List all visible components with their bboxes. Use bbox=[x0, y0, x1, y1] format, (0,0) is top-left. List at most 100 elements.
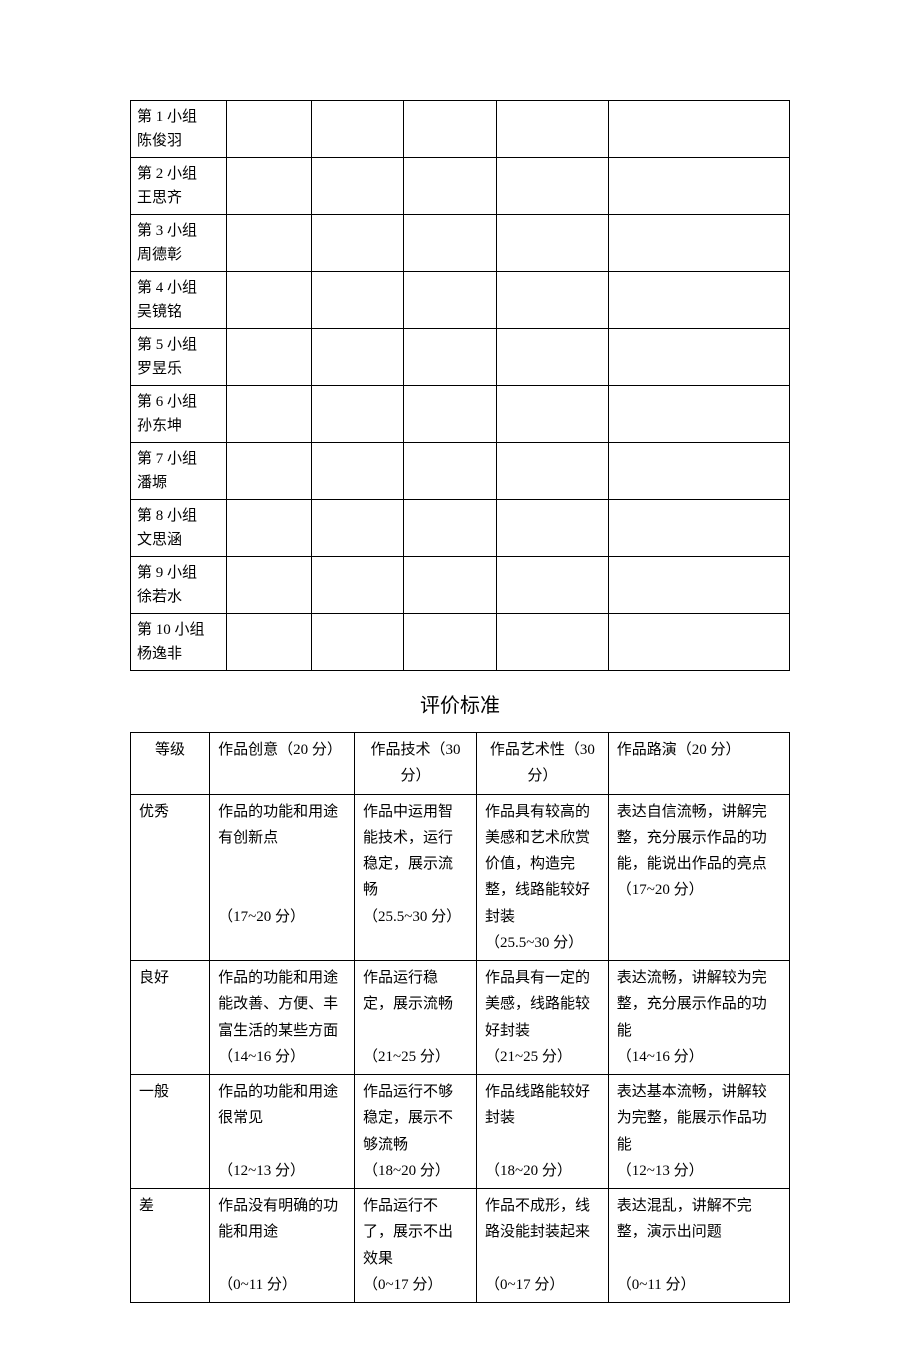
criteria-creativity: 作品的功能和用途很常见 （12~13 分） bbox=[210, 1075, 355, 1189]
score-cell bbox=[608, 329, 789, 386]
group-name-cell: 第 2 小组王思齐 bbox=[131, 158, 227, 215]
group-leader: 吴镜铭 bbox=[137, 300, 220, 324]
header-level: 等级 bbox=[131, 733, 210, 795]
score-cell bbox=[608, 500, 789, 557]
score-cell bbox=[226, 272, 312, 329]
group-number: 第 2 小组 bbox=[137, 162, 220, 186]
criteria-row: 差作品没有明确的功能和用途 （0~11 分）作品运行不了，展示不出效果（0~17… bbox=[131, 1189, 790, 1303]
criteria-tech: 作品运行不够稳定，展示不够流畅（18~20 分） bbox=[355, 1075, 477, 1189]
criteria-row: 一般作品的功能和用途很常见 （12~13 分）作品运行不够稳定，展示不够流畅（1… bbox=[131, 1075, 790, 1189]
score-cell bbox=[312, 329, 404, 386]
score-cell bbox=[404, 101, 496, 158]
criteria-presentation: 表达混乱，讲解不完整，演示出问题 （0~11 分） bbox=[608, 1189, 789, 1303]
table-row: 第 3 小组周德彰 bbox=[131, 215, 790, 272]
header-art: 作品艺术性（30分） bbox=[476, 733, 608, 795]
criteria-presentation-score: （17~20 分） bbox=[617, 877, 781, 903]
group-leader: 罗昱乐 bbox=[137, 357, 220, 381]
criteria-presentation-desc: 表达自信流畅，讲解完整，充分展示作品的功能，能说出作品的亮点 bbox=[617, 799, 781, 878]
criteria-tech-score: （18~20 分） bbox=[363, 1158, 468, 1184]
score-cell bbox=[226, 614, 312, 671]
group-leader: 潘塬 bbox=[137, 471, 220, 495]
score-cell bbox=[312, 386, 404, 443]
score-cell bbox=[226, 500, 312, 557]
criteria-presentation-score: （0~11 分） bbox=[617, 1272, 781, 1298]
criteria-level: 良好 bbox=[131, 961, 210, 1075]
criteria-presentation-desc: 表达基本流畅，讲解较为完整，能展示作品功能 bbox=[617, 1079, 781, 1158]
criteria-creativity-score: （12~13 分） bbox=[218, 1158, 346, 1184]
group-leader: 王思齐 bbox=[137, 186, 220, 210]
score-cell bbox=[496, 557, 608, 614]
criteria-presentation-desc: 表达流畅，讲解较为完整，充分展示作品的功能 bbox=[617, 965, 781, 1044]
group-name-cell: 第 9 小组徐若水 bbox=[131, 557, 227, 614]
criteria-tech: 作品运行不了，展示不出效果（0~17 分） bbox=[355, 1189, 477, 1303]
spacer bbox=[485, 1246, 600, 1272]
score-cell bbox=[226, 215, 312, 272]
group-number: 第 3 小组 bbox=[137, 219, 220, 243]
score-cell bbox=[312, 272, 404, 329]
criteria-creativity-desc: 作品的功能和用途很常见 bbox=[218, 1079, 346, 1132]
section-title: 评价标准 bbox=[130, 671, 790, 732]
score-cell bbox=[496, 215, 608, 272]
criteria-art-score: （0~17 分） bbox=[485, 1272, 600, 1298]
score-cell bbox=[496, 443, 608, 500]
criteria-creativity-score: （17~20 分） bbox=[218, 904, 346, 930]
criteria-tech-desc: 作品中运用智能技术，运行稳定，展示流畅 bbox=[363, 799, 468, 904]
group-name-cell: 第 4 小组吴镜铭 bbox=[131, 272, 227, 329]
table-row: 第 1 小组陈俊羽 bbox=[131, 101, 790, 158]
spacer bbox=[218, 877, 346, 903]
criteria-presentation: 表达基本流畅，讲解较为完整，能展示作品功能（12~13 分） bbox=[608, 1075, 789, 1189]
score-cell bbox=[496, 386, 608, 443]
score-cell bbox=[226, 101, 312, 158]
score-cell bbox=[404, 614, 496, 671]
group-leader: 杨逸非 bbox=[137, 642, 220, 666]
criteria-row: 良好作品的功能和用途能改善、方便、丰富生活的某些方面（14~16 分）作品运行稳… bbox=[131, 961, 790, 1075]
criteria-art-score: （25.5~30 分） bbox=[485, 930, 600, 956]
group-name-cell: 第 7 小组潘塬 bbox=[131, 443, 227, 500]
criteria-presentation: 表达流畅，讲解较为完整，充分展示作品的功能（14~16 分） bbox=[608, 961, 789, 1075]
criteria-body: 优秀作品的功能和用途有创新点 （17~20 分）作品中运用智能技术，运行稳定，展… bbox=[131, 794, 790, 1303]
score-cell bbox=[312, 158, 404, 215]
criteria-tech: 作品运行稳定，展示流畅 （21~25 分） bbox=[355, 961, 477, 1075]
table-row: 第 7 小组潘塬 bbox=[131, 443, 790, 500]
groups-tbody: 第 1 小组陈俊羽第 2 小组王思齐第 3 小组周德彰第 4 小组吴镜铭第 5 … bbox=[131, 101, 790, 671]
group-number: 第 5 小组 bbox=[137, 333, 220, 357]
group-leader: 陈俊羽 bbox=[137, 129, 220, 153]
header-presentation: 作品路演（20 分） bbox=[608, 733, 789, 795]
score-cell bbox=[312, 500, 404, 557]
score-cell bbox=[404, 158, 496, 215]
group-name-cell: 第 5 小组罗昱乐 bbox=[131, 329, 227, 386]
score-cell bbox=[312, 443, 404, 500]
score-cell bbox=[496, 500, 608, 557]
score-cell bbox=[404, 329, 496, 386]
criteria-presentation-score: （12~13 分） bbox=[617, 1158, 781, 1184]
criteria-creativity: 作品的功能和用途能改善、方便、丰富生活的某些方面（14~16 分） bbox=[210, 961, 355, 1075]
criteria-art-desc: 作品具有较高的美感和艺术欣赏价值，构造完整，线路能较好封装 bbox=[485, 799, 600, 930]
criteria-art: 作品不成形，线路没能封装起来 （0~17 分） bbox=[476, 1189, 608, 1303]
criteria-tech-desc: 作品运行不了，展示不出效果 bbox=[363, 1193, 468, 1272]
score-cell bbox=[496, 158, 608, 215]
criteria-creativity-score: （14~16 分） bbox=[218, 1044, 346, 1070]
group-number: 第 6 小组 bbox=[137, 390, 220, 414]
criteria-tech-score: （25.5~30 分） bbox=[363, 904, 468, 930]
group-leader: 徐若水 bbox=[137, 585, 220, 609]
group-leader: 孙东坤 bbox=[137, 414, 220, 438]
criteria-row: 优秀作品的功能和用途有创新点 （17~20 分）作品中运用智能技术，运行稳定，展… bbox=[131, 794, 790, 961]
score-cell bbox=[496, 101, 608, 158]
criteria-art: 作品具有一定的美感，线路能较好封装（21~25 分） bbox=[476, 961, 608, 1075]
group-number: 第 10 小组 bbox=[137, 618, 220, 642]
spacer bbox=[363, 1018, 468, 1044]
score-cell bbox=[404, 443, 496, 500]
spacer bbox=[218, 1132, 346, 1158]
criteria-creativity-desc: 作品的功能和用途能改善、方便、丰富生活的某些方面 bbox=[218, 965, 346, 1044]
group-leader: 周德彰 bbox=[137, 243, 220, 267]
criteria-tech-desc: 作品运行不够稳定，展示不够流畅 bbox=[363, 1079, 468, 1158]
group-number: 第 1 小组 bbox=[137, 105, 220, 129]
criteria-header-row: 等级 作品创意（20 分） 作品技术（30分） 作品艺术性（30分） 作品路演（… bbox=[131, 733, 790, 795]
group-number: 第 9 小组 bbox=[137, 561, 220, 585]
score-cell bbox=[608, 158, 789, 215]
score-cell bbox=[496, 272, 608, 329]
criteria-art: 作品线路能较好封装 （18~20 分） bbox=[476, 1075, 608, 1189]
header-tech: 作品技术（30分） bbox=[355, 733, 477, 795]
criteria-tech-desc: 作品运行稳定，展示流畅 bbox=[363, 965, 468, 1018]
table-row: 第 10 小组杨逸非 bbox=[131, 614, 790, 671]
